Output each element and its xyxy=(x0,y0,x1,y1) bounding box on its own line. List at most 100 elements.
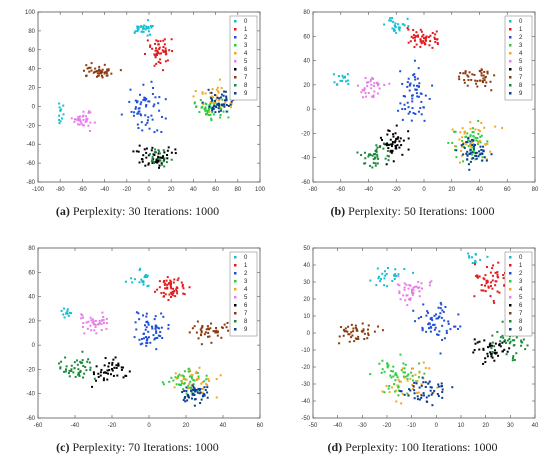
point-digit-4 xyxy=(460,154,463,157)
point-digit-6 xyxy=(167,146,170,149)
point-digit-2 xyxy=(440,316,443,319)
point-digit-3 xyxy=(204,109,207,112)
point-digit-7 xyxy=(207,327,210,330)
point-digit-6 xyxy=(120,366,123,369)
point-digit-7 xyxy=(367,324,370,327)
point-digit-4 xyxy=(212,96,215,99)
y-tick-label: -80 xyxy=(26,180,35,186)
point-digit-4 xyxy=(470,145,473,148)
point-digit-6 xyxy=(489,344,492,347)
point-digit-3 xyxy=(188,375,191,378)
point-digit-0 xyxy=(384,274,387,277)
point-digit-4 xyxy=(428,367,431,370)
point-digit-3 xyxy=(193,379,196,382)
point-digit-2 xyxy=(456,327,459,330)
x-tick-label: 0 xyxy=(147,187,151,193)
point-digit-7 xyxy=(106,74,109,77)
y-tick-label: 0 xyxy=(307,331,311,337)
legend-marker-0 xyxy=(234,20,237,23)
point-digit-3 xyxy=(394,379,397,382)
point-digit-6 xyxy=(394,139,397,142)
point-digit-3 xyxy=(206,109,209,112)
y-tick-label: 60 xyxy=(303,34,310,40)
point-digit-0 xyxy=(133,31,136,34)
point-digit-9 xyxy=(431,404,434,407)
point-digit-1 xyxy=(169,279,172,282)
caption-a-letter: (a) xyxy=(55,204,70,218)
point-digit-2 xyxy=(412,74,415,77)
point-digit-8 xyxy=(79,371,82,374)
point-digit-3 xyxy=(477,119,480,122)
point-digit-8 xyxy=(520,344,523,347)
point-digit-2 xyxy=(154,315,157,318)
point-digit-8 xyxy=(59,367,62,370)
point-digit-1 xyxy=(155,47,158,50)
point-digit-6 xyxy=(482,362,485,365)
point-digit-3 xyxy=(411,374,414,377)
point-digit-3 xyxy=(467,138,470,141)
point-digit-5 xyxy=(406,294,409,297)
point-digit-7 xyxy=(476,79,479,82)
point-digit-6 xyxy=(390,143,393,146)
y-tick-label: 40 xyxy=(28,67,35,73)
legend-marker-4 xyxy=(509,288,512,291)
point-digit-3 xyxy=(403,367,406,370)
point-digit-0 xyxy=(381,272,384,275)
point-digit-0 xyxy=(70,312,73,315)
point-digit-7 xyxy=(346,330,349,333)
point-digit-3 xyxy=(183,370,186,373)
point-digit-0 xyxy=(142,25,145,28)
point-digit-2 xyxy=(151,327,154,330)
point-digit-1 xyxy=(502,274,505,277)
point-digit-0 xyxy=(59,109,62,112)
point-digit-0 xyxy=(58,106,61,109)
point-digit-2 xyxy=(147,116,150,119)
point-digit-5 xyxy=(79,118,82,121)
point-digit-8 xyxy=(162,149,165,152)
point-digit-8 xyxy=(511,339,514,342)
point-digit-8 xyxy=(508,342,511,345)
point-digit-1 xyxy=(175,288,178,291)
point-digit-3 xyxy=(172,379,175,382)
point-digit-1 xyxy=(169,291,172,294)
point-digit-2 xyxy=(139,103,142,106)
point-digit-7 xyxy=(200,333,203,336)
point-digit-2 xyxy=(420,113,423,116)
point-digit-7 xyxy=(484,76,487,79)
point-digit-7 xyxy=(357,335,360,338)
point-digit-8 xyxy=(82,376,85,379)
point-digit-2 xyxy=(140,121,143,124)
point-digit-0 xyxy=(393,24,396,27)
point-digit-8 xyxy=(491,334,494,337)
point-digit-3 xyxy=(402,371,405,374)
x-tick-label: 60 xyxy=(257,423,264,429)
point-digit-7 xyxy=(466,84,469,87)
point-digit-0 xyxy=(376,267,379,270)
point-digit-3 xyxy=(407,373,410,376)
point-digit-3 xyxy=(380,371,383,374)
caption-c: (c) Perplexity: 70 Iterations: 1000 xyxy=(0,440,275,455)
point-digit-9 xyxy=(202,394,205,397)
point-digit-1 xyxy=(176,292,179,295)
point-digit-2 xyxy=(157,334,160,337)
point-digit-4 xyxy=(416,380,419,383)
point-digit-3 xyxy=(404,363,407,366)
point-digit-9 xyxy=(182,399,185,402)
point-digit-2 xyxy=(160,326,163,329)
point-digit-7 xyxy=(110,72,113,75)
point-digit-3 xyxy=(466,132,469,135)
point-digit-1 xyxy=(158,47,161,50)
point-digit-9 xyxy=(210,97,213,100)
point-digit-1 xyxy=(168,293,171,296)
point-digit-7 xyxy=(485,81,488,84)
point-digit-7 xyxy=(478,79,481,82)
point-digit-7 xyxy=(213,330,216,333)
point-digit-9 xyxy=(193,387,196,390)
point-digit-4 xyxy=(397,378,400,381)
point-digit-5 xyxy=(408,284,411,287)
point-digit-1 xyxy=(427,36,430,39)
point-digit-5 xyxy=(399,298,402,301)
point-digit-3 xyxy=(412,379,415,382)
point-digit-2 xyxy=(140,338,143,341)
point-digit-1 xyxy=(435,38,438,41)
